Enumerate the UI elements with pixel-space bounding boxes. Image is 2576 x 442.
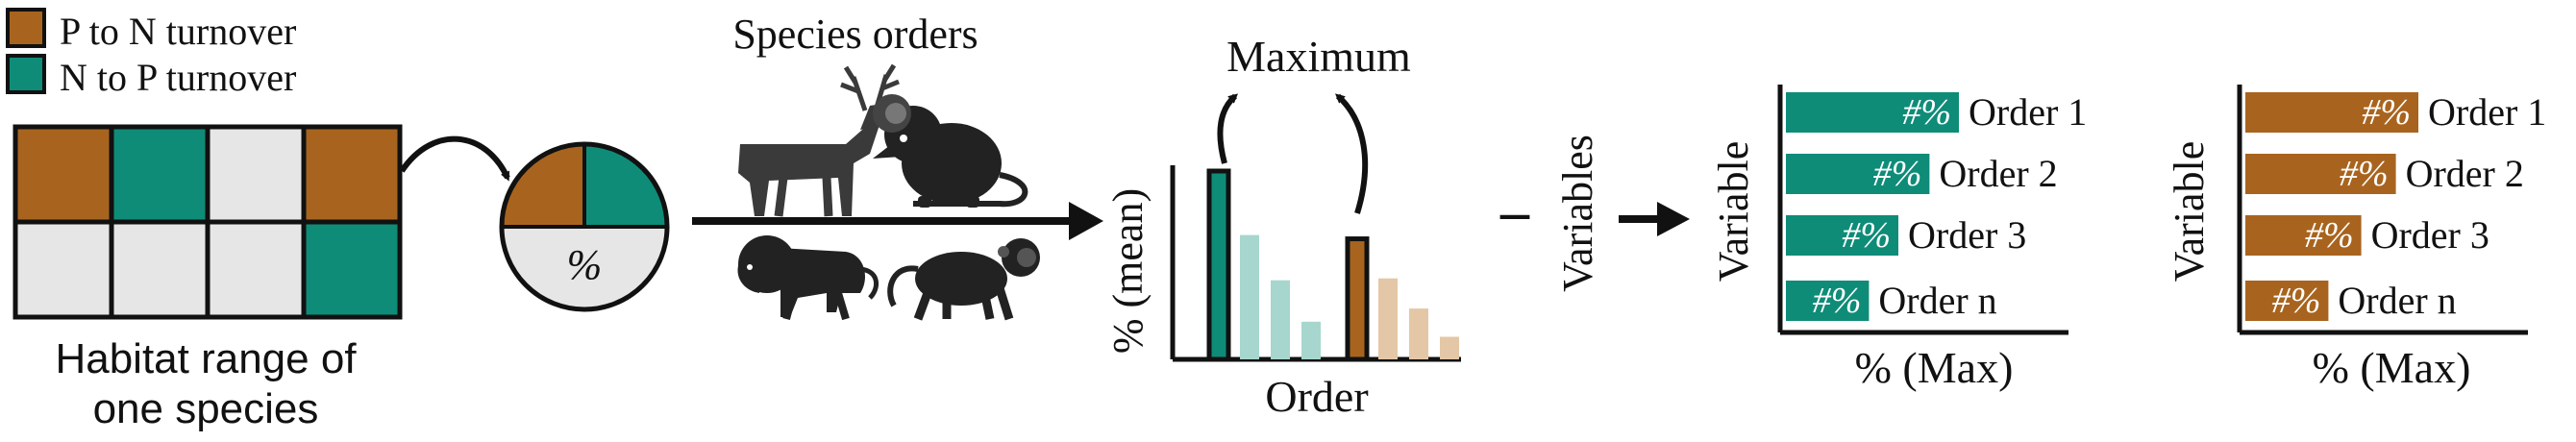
deer-icon	[738, 63, 900, 217]
hbar-category-label: Order n	[2338, 279, 2456, 322]
grid-cell-teal	[109, 124, 211, 225]
mean-bar-brown-3	[1409, 308, 1428, 359]
hbar-category-label: Order 3	[2371, 213, 2489, 257]
arrow-brown-to-maximum	[1335, 93, 1369, 214]
hbar-1	[2245, 92, 2418, 133]
variables-dash: –	[1499, 180, 1530, 243]
habitat-caption-line2: one species	[93, 385, 319, 432]
pie-slice-brown	[502, 144, 584, 227]
grid-cell-brown	[12, 124, 114, 225]
legend-label-n-to-p: N to P turnover	[60, 56, 296, 99]
grid-cell-brown	[301, 124, 403, 225]
habitat-range-grid	[12, 124, 403, 320]
species-orders-title: Species orders	[732, 11, 978, 58]
mean-chart-ylabel: % (mean)	[1104, 188, 1152, 354]
hbar-4	[1786, 281, 1870, 321]
teal-chart-ylabel: Variable	[1710, 141, 1757, 282]
mean-bar-teal-4	[1301, 321, 1321, 359]
habitat-caption-line1: Habitat range of	[55, 335, 357, 382]
hbar-category-label: Order 1	[1969, 90, 2087, 134]
hbar-category-label: Order 1	[2428, 90, 2546, 134]
hbar-value-label: #%	[1902, 92, 1951, 133]
hbar-category-label: Order 2	[1939, 152, 2057, 195]
variables-label: Variables	[1554, 135, 1601, 292]
mouse-icon	[873, 94, 1028, 208]
legend-label-p-to-n: P to N turnover	[60, 10, 296, 53]
hbar-3	[2245, 215, 2362, 256]
hbar-category-label: Order 3	[1908, 213, 2026, 257]
grid-cell-grey	[205, 124, 307, 225]
hbar-value-label: #%	[1873, 154, 1922, 194]
pie-slice-teal	[584, 144, 667, 227]
hbar-4	[2245, 281, 2329, 321]
hbar-value-label: #%	[2362, 92, 2411, 133]
mean-bar-brown-2	[1378, 278, 1398, 359]
brown-horizontal-bar-chart: #% Order 1 #% Order 2 #% Order 3 #% Order n	[2237, 85, 2546, 335]
hbar-category-label: Order 2	[2406, 152, 2524, 195]
pie-outline	[499, 141, 670, 312]
monkey-icon	[887, 238, 1040, 321]
grid-cell-grey	[12, 219, 114, 320]
legend-swatch-p-to-n	[6, 8, 46, 48]
teal-horizontal-bar-chart: #% Order 1 #% Order 2 #% Order 3 #% Order n	[1777, 85, 2087, 335]
mean-bar-teal-2	[1240, 234, 1259, 359]
mean-bar-teal-3	[1271, 280, 1290, 359]
hbar-value-label: #%	[2272, 281, 2321, 321]
legend-swatch-n-to-p	[6, 54, 46, 94]
pie-percent-label: %	[567, 241, 603, 288]
hbar-1	[1786, 92, 1959, 133]
hbar-value-label: #%	[2340, 154, 2389, 194]
hbar-2	[1786, 154, 1930, 194]
teal-chart-xlabel: % (Max)	[1855, 343, 2014, 392]
brown-chart-ylabel: Variable	[2166, 141, 2213, 282]
species-arrow-head	[1069, 202, 1103, 240]
brown-chart-xlabel: % (Max)	[2313, 343, 2471, 392]
hbar-value-label: #%	[1813, 281, 1862, 321]
turnover-pie: %	[499, 141, 670, 312]
lion-icon	[737, 235, 879, 321]
hbar-3	[1786, 215, 1898, 256]
hbar-2	[2245, 154, 2396, 194]
maximum-label: Maximum	[1226, 32, 1411, 81]
grid-cell-grey	[205, 219, 307, 320]
mean-bar-brown-1	[1345, 236, 1370, 362]
hbar-value-label: #%	[2305, 215, 2354, 256]
grid-cell-teal	[301, 219, 403, 320]
mean-bar-teal-1	[1206, 168, 1231, 362]
grid-cell-grey	[109, 219, 211, 320]
legend: P to N turnover N to P turnover	[6, 8, 296, 99]
mean-bar-brown-4	[1440, 336, 1459, 359]
mean-chart-xlabel: Order	[1265, 372, 1368, 421]
hbar-category-label: Order n	[1878, 279, 1996, 322]
hbar-value-label: #%	[1842, 215, 1891, 256]
mean-bar-chart	[1170, 165, 1461, 362]
curved-arrow-grid-to-pie	[399, 135, 510, 182]
arrow-teal-to-maximum	[1217, 93, 1238, 164]
variables-arrow-head	[1657, 202, 1690, 236]
